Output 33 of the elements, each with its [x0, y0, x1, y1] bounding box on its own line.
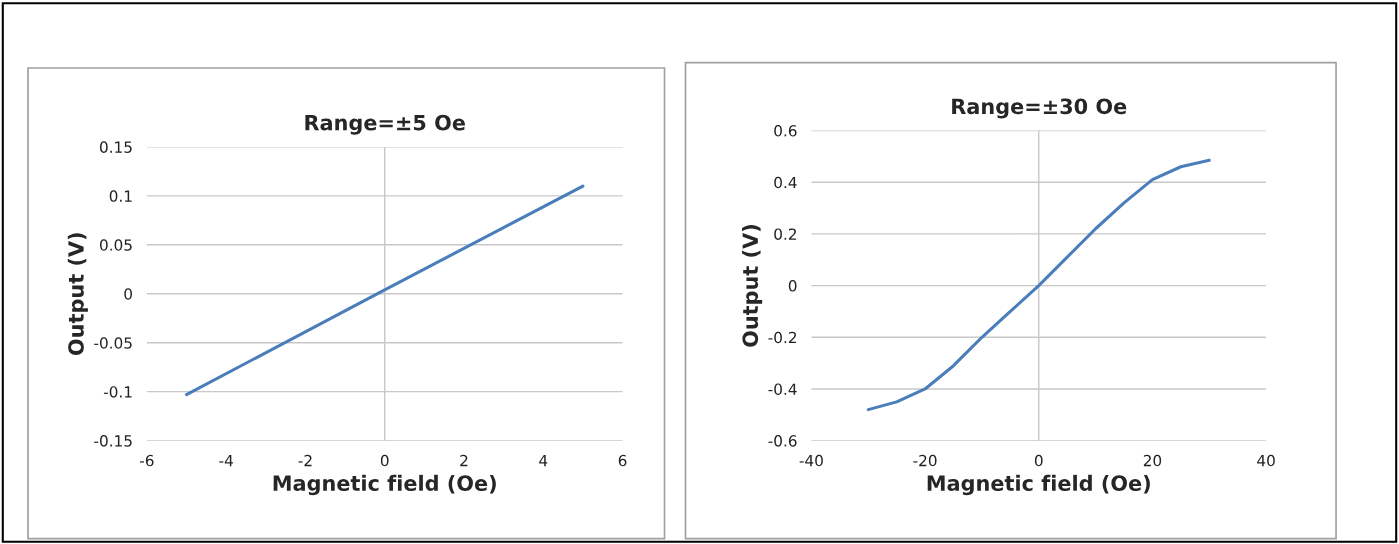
y-tick-label: 0.05: [100, 239, 132, 251]
y-axis-title: Output (V): [742, 225, 763, 347]
y-tick-label: 0.15: [100, 141, 132, 153]
chart-title: Range=±5 Oe: [305, 114, 465, 135]
x-tick-label: 0: [380, 454, 389, 467]
y-tick-label: 0.1: [109, 190, 132, 202]
x-tick-label: -40: [799, 454, 823, 467]
y-tick-label: 0.2: [774, 228, 796, 240]
x-axis-title: Magnetic field (Oe): [927, 474, 1150, 496]
chart-title: Range=±30 Oe: [952, 98, 1127, 119]
y-tick-label: 0: [788, 280, 797, 292]
y-tick-label: -0.05: [94, 337, 132, 349]
x-tick-label: -4: [219, 455, 233, 467]
y-tick-label: -0.6: [768, 435, 797, 447]
y-tick-label: 0.4: [774, 176, 797, 189]
y-tick-label: 0.6: [774, 125, 797, 137]
line-series: [866, 158, 1211, 412]
x-tick-label: 6: [618, 454, 627, 467]
x-tick-label: 40: [1257, 454, 1275, 467]
x-tick-label: 20: [1143, 454, 1162, 467]
x-axis-title: Magnetic field (Oe): [273, 474, 496, 496]
y-tick-label: 0: [124, 288, 132, 300]
y-tick-label: -0.1: [103, 386, 132, 398]
y-axis-title: Output (V): [67, 233, 88, 356]
x-tick-label: 0: [1034, 454, 1043, 467]
x-tick-label: -2: [298, 454, 312, 467]
x-tick-label: 4: [539, 455, 548, 467]
y-tick-label: -0.15: [94, 435, 132, 447]
y-tick-label: -0.4: [768, 383, 797, 395]
x-tick-label: -6: [140, 454, 154, 467]
x-tick-label: -20: [913, 454, 937, 467]
x-tick-label: 2: [460, 454, 468, 467]
y-tick-label: -0.2: [768, 331, 796, 344]
